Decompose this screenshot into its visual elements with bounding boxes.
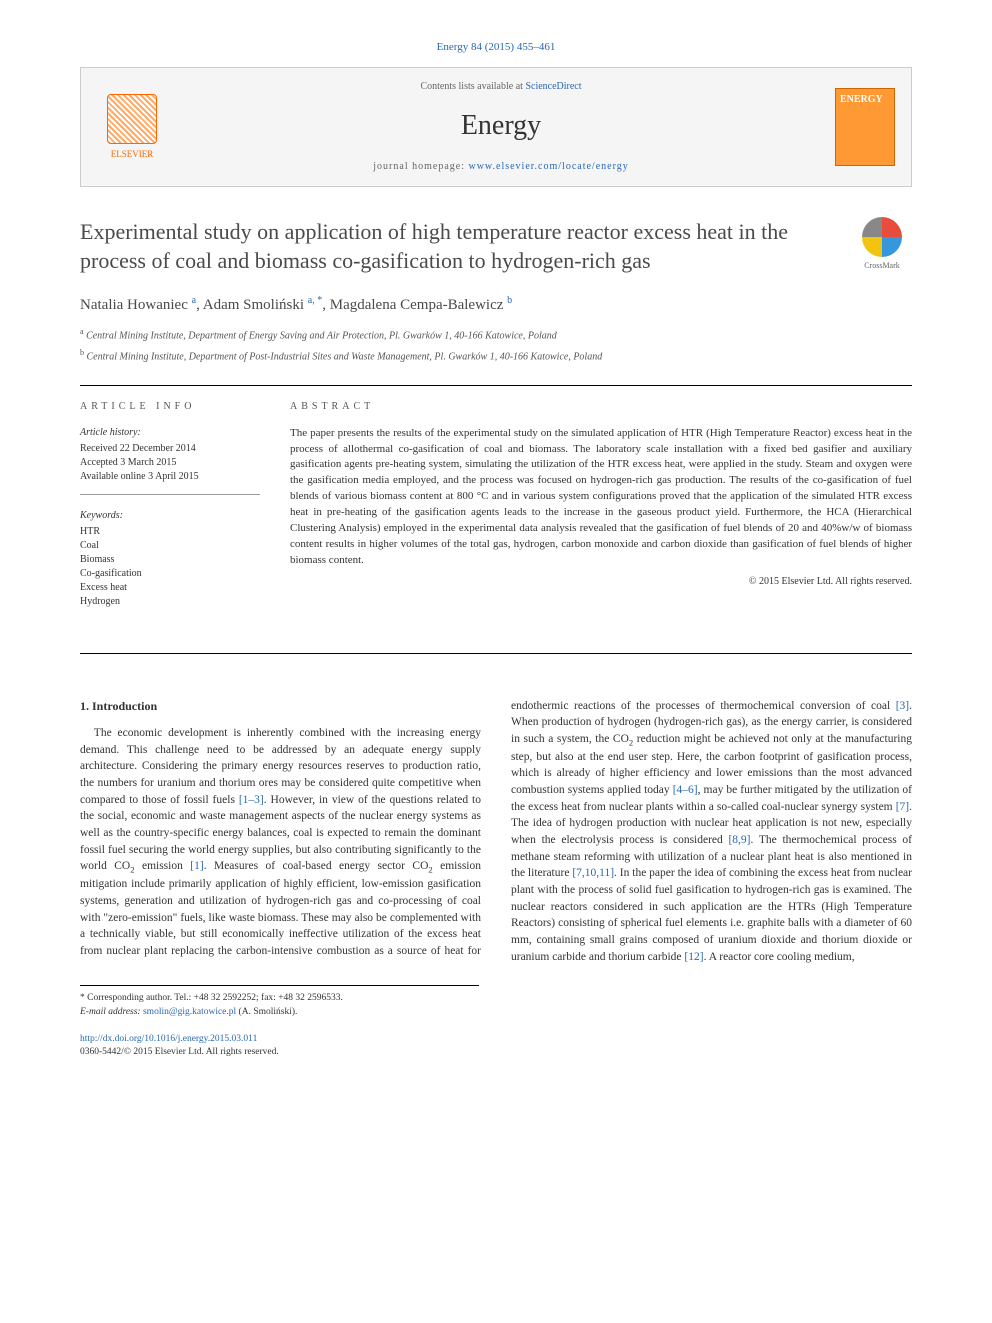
body-text-columns: 1. Introduction The economic development… (80, 698, 912, 966)
keyword-6: Hydrogen (80, 595, 260, 609)
title-block: Experimental study on application of hig… (80, 217, 912, 276)
p2g: . In the paper the idea of combining the… (511, 867, 912, 962)
email-label: E-mail address: (80, 1007, 143, 1017)
journal-homepage-link[interactable]: www.elsevier.com/locate/energy (468, 161, 628, 172)
author-1-sup: a (192, 295, 196, 306)
issn-copyright: 0360-5442/© 2015 Elsevier Ltd. All right… (80, 1046, 912, 1059)
article-history-block: Article history: Received 22 December 20… (80, 426, 260, 495)
ref-4-6[interactable]: [4–6] (673, 784, 698, 796)
keyword-3: Biomass (80, 553, 260, 567)
journal-cover-thumbnail: ENERGY (835, 88, 895, 166)
email-line: E-mail address: smolin@gig.katowice.pl (… (80, 1006, 479, 1019)
journal-homepage-line: journal homepage: www.elsevier.com/locat… (167, 160, 835, 174)
author-2-sup: a, * (308, 295, 322, 306)
affiliation-a-text: Central Mining Institute, Department of … (86, 330, 557, 341)
corresponding-author-note: * Corresponding author. Tel.: +48 32 259… (80, 992, 479, 1005)
divider-bottom (80, 653, 912, 654)
accepted-date: Accepted 3 March 2015 (80, 456, 260, 470)
authors-line: Natalia Howaniec a, Adam Smoliński a, *,… (80, 294, 912, 316)
cover-title: ENERGY (840, 93, 890, 107)
page-footer: http://dx.doi.org/10.1016/j.energy.2015.… (80, 1033, 912, 1060)
keyword-4: Co-gasification (80, 567, 260, 581)
elsevier-logo-text: ELSEVIER (111, 148, 154, 161)
abstract-text: The paper presents the results of the ex… (290, 426, 912, 569)
affiliation-a: a Central Mining Institute, Department o… (80, 326, 912, 343)
keyword-1: HTR (80, 525, 260, 539)
author-2: Adam Smoliński (203, 297, 304, 313)
intro-paragraph: The economic development is inherently c… (80, 698, 912, 966)
article-info-column: ARTICLE INFO Article history: Received 2… (80, 400, 260, 633)
article-title: Experimental study on application of hig… (80, 217, 852, 276)
p1c: emission (135, 860, 191, 872)
ref-12[interactable]: [12] (684, 951, 703, 963)
divider-top (80, 385, 912, 386)
author-3: Magdalena Cempa-Balewicz (330, 297, 504, 313)
contents-lists-line: Contents lists available at ScienceDirec… (167, 80, 835, 94)
author-3-sup: b (507, 295, 512, 306)
ref-1-3[interactable]: [1–3] (239, 794, 264, 806)
history-subhead: Article history: (80, 426, 260, 440)
ref-3[interactable]: [3] (896, 700, 909, 712)
online-date: Available online 3 April 2015 (80, 470, 260, 484)
corresponding-email-link[interactable]: smolin@gig.katowice.pl (143, 1007, 236, 1017)
keyword-2: Coal (80, 539, 260, 553)
masthead-center: Contents lists available at ScienceDirec… (167, 80, 835, 173)
ref-7[interactable]: [7] (896, 801, 909, 813)
ref-8-9[interactable]: [8,9] (728, 834, 750, 846)
contents-prefix: Contents lists available at (420, 81, 525, 92)
p2h: . A reactor core cooling medium, (704, 951, 855, 963)
crossmark-badge[interactable]: CrossMark (852, 217, 912, 271)
article-info-head: ARTICLE INFO (80, 400, 260, 414)
p1d: . Measures of coal-based energy sector C… (204, 860, 429, 872)
elsevier-logo: ELSEVIER (97, 87, 167, 167)
p1e: emission mitigation include primarily ap… (80, 860, 481, 956)
abstract-column: ABSTRACT The paper presents the results … (290, 400, 912, 633)
affiliation-b: b Central Mining Institute, Department o… (80, 347, 912, 364)
journal-name: Energy (167, 106, 835, 145)
received-date: Received 22 December 2014 (80, 442, 260, 456)
author-1: Natalia Howaniec (80, 297, 188, 313)
sciencedirect-link[interactable]: ScienceDirect (525, 81, 581, 92)
keyword-5: Excess heat (80, 581, 260, 595)
ref-1[interactable]: [1] (190, 860, 203, 872)
citation-line: Energy 84 (2015) 455–461 (80, 40, 912, 55)
affiliation-b-text: Central Mining Institute, Department of … (87, 352, 603, 363)
homepage-prefix: journal homepage: (373, 161, 468, 172)
section-1-heading: 1. Introduction (80, 698, 481, 715)
crossmark-icon (862, 217, 902, 257)
abstract-head: ABSTRACT (290, 400, 912, 414)
crossmark-label: CrossMark (864, 260, 900, 271)
ref-7-10-11[interactable]: [7,10,11] (572, 867, 614, 879)
elsevier-tree-icon (107, 94, 157, 144)
doi-link[interactable]: http://dx.doi.org/10.1016/j.energy.2015.… (80, 1034, 257, 1044)
email-suffix: (A. Smoliński). (236, 1007, 297, 1017)
footnotes: * Corresponding author. Tel.: +48 32 259… (80, 985, 479, 1019)
journal-masthead: ELSEVIER Contents lists available at Sci… (80, 67, 912, 186)
keywords-block: Keywords: HTR Coal Biomass Co-gasificati… (80, 509, 260, 619)
info-abstract-row: ARTICLE INFO Article history: Received 2… (80, 400, 912, 633)
keywords-subhead: Keywords: (80, 509, 260, 523)
abstract-copyright: © 2015 Elsevier Ltd. All rights reserved… (290, 575, 912, 589)
